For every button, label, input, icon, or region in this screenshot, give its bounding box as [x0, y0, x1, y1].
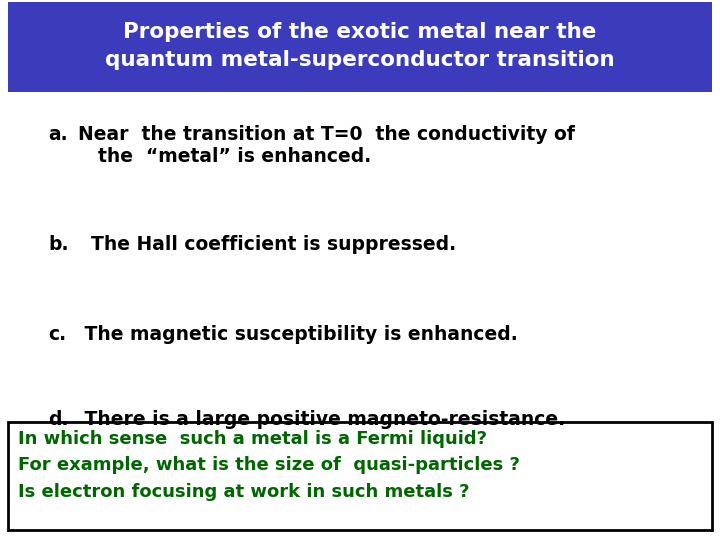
FancyBboxPatch shape	[8, 2, 712, 92]
Text: a.: a.	[48, 125, 68, 144]
Text: c.: c.	[48, 325, 66, 344]
FancyBboxPatch shape	[8, 422, 712, 530]
Text: b.: b.	[48, 235, 68, 254]
Text: the  “metal” is enhanced.: the “metal” is enhanced.	[98, 147, 372, 166]
Text: The Hall coefficient is suppressed.: The Hall coefficient is suppressed.	[78, 235, 456, 254]
Text: The magnetic susceptibility is enhanced.: The magnetic susceptibility is enhanced.	[78, 325, 518, 344]
Text: Near  the transition at T=0  the conductivity of: Near the transition at T=0 the conductiv…	[78, 125, 575, 144]
Text: In which sense  such a metal is a Fermi liquid?
For example, what is the size of: In which sense such a metal is a Fermi l…	[18, 430, 520, 501]
Text: There is a large positive magneto-resistance.: There is a large positive magneto-resist…	[78, 410, 565, 429]
Text: d.: d.	[48, 410, 68, 429]
Text: Properties of the exotic metal near the
quantum metal-superconductor transition: Properties of the exotic metal near the …	[105, 22, 615, 70]
